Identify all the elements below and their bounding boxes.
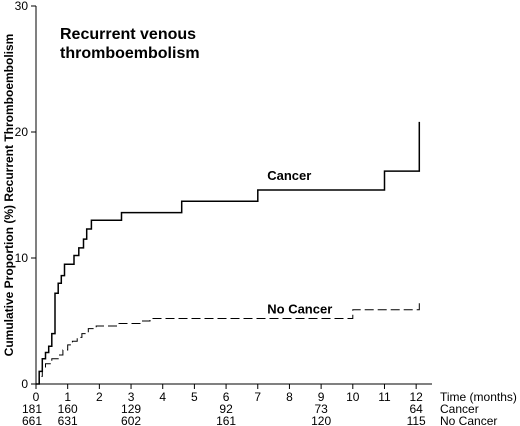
y-tick-label: 0 xyxy=(21,377,28,391)
series-label-cancer: Cancer xyxy=(267,168,311,183)
x-tick-label: 7 xyxy=(254,390,261,404)
y-axis-label: Cumulative Proportion (%) Recurrent Thro… xyxy=(2,34,16,357)
x-tick-label: 9 xyxy=(318,390,325,404)
risk-value: 161 xyxy=(216,414,236,426)
x-tick-label: 4 xyxy=(159,390,166,404)
risk-row-label: No Cancer xyxy=(440,414,497,426)
x-tick-label: 5 xyxy=(191,390,198,404)
risk-value: 661 xyxy=(22,414,42,426)
axes xyxy=(35,6,432,385)
risk-value: 160 xyxy=(58,402,78,416)
x-tick-label: 3 xyxy=(128,390,135,404)
labels: Time (months) Cumulative Proportion (%) R… xyxy=(2,26,517,404)
series-line-cancer xyxy=(36,121,421,385)
risk-value: 92 xyxy=(219,402,233,416)
risk-value: 73 xyxy=(314,402,328,416)
chart-title-line-1: Recurrent venous xyxy=(60,26,196,43)
x-axis-label: Time (months) xyxy=(440,390,517,404)
x-tick-label: 1 xyxy=(64,390,71,404)
risk-value: 181 xyxy=(22,402,42,416)
x-tick-label: 12 xyxy=(409,390,423,404)
risk-value: 64 xyxy=(409,402,423,416)
y-tick-label: 10 xyxy=(15,251,29,265)
y-tick-label: 30 xyxy=(15,0,29,13)
series-label-no-cancer: No Cancer xyxy=(267,301,332,316)
y-tick-label: 20 xyxy=(15,125,29,139)
risk-table: 181 160 129 92 73 64 Cancer 661 631 602 161 120 115 N… xyxy=(22,402,497,426)
x-tick-label: 0 xyxy=(33,390,40,404)
risk-value: 115 xyxy=(407,414,426,426)
x-tick-label: 10 xyxy=(346,390,360,404)
risk-value: 129 xyxy=(121,402,141,416)
x-tick-label: 8 xyxy=(286,390,293,404)
risk-value: 120 xyxy=(311,414,331,426)
series-group xyxy=(36,121,421,385)
series-line-no-cancer xyxy=(36,299,420,385)
x-tick-label: 6 xyxy=(223,390,230,404)
x-tick-label: 11 xyxy=(378,390,391,404)
risk-row-label: Cancer xyxy=(440,402,479,416)
risk-value: 602 xyxy=(121,414,141,426)
chart-title-line-2: thromboembolism xyxy=(60,45,200,62)
risk-value: 631 xyxy=(58,414,78,426)
x-tick-label: 2 xyxy=(96,390,103,404)
